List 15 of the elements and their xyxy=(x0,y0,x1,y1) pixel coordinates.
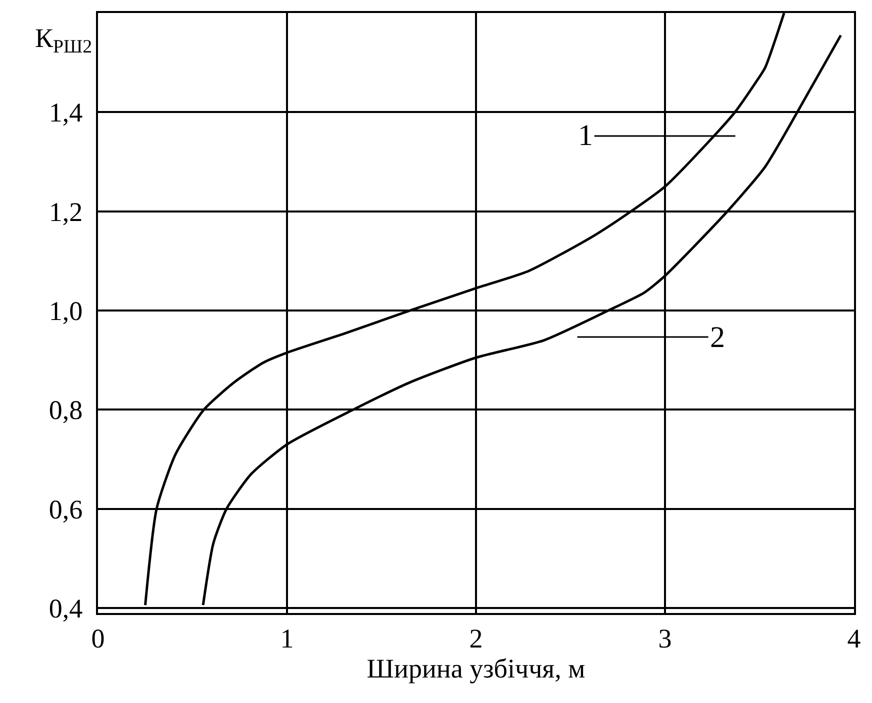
y-tick-label: 1,0 xyxy=(48,296,83,326)
x-tick-label: 0 xyxy=(91,623,105,654)
x-tick-label: 2 xyxy=(469,623,483,654)
x-tick-label: 4 xyxy=(847,623,862,654)
y-axis-title: К$_{РШ2}$ xyxy=(35,23,92,58)
y-tick-label: 1,4 xyxy=(48,98,84,128)
x-tick-label: 3 xyxy=(658,623,672,654)
annotation: 2 xyxy=(710,321,725,354)
y-tick-label: 0,8 xyxy=(48,395,83,426)
y-tick-label: 0,4 xyxy=(48,593,84,624)
x-tick-label: 1 xyxy=(280,623,294,654)
x-axis-title: Ширина узбіччя, м xyxy=(366,653,586,684)
annotation: 1 xyxy=(578,119,593,152)
y-tick-label: 1,2 xyxy=(48,196,83,227)
y-tick-label: 0,6 xyxy=(48,494,83,524)
